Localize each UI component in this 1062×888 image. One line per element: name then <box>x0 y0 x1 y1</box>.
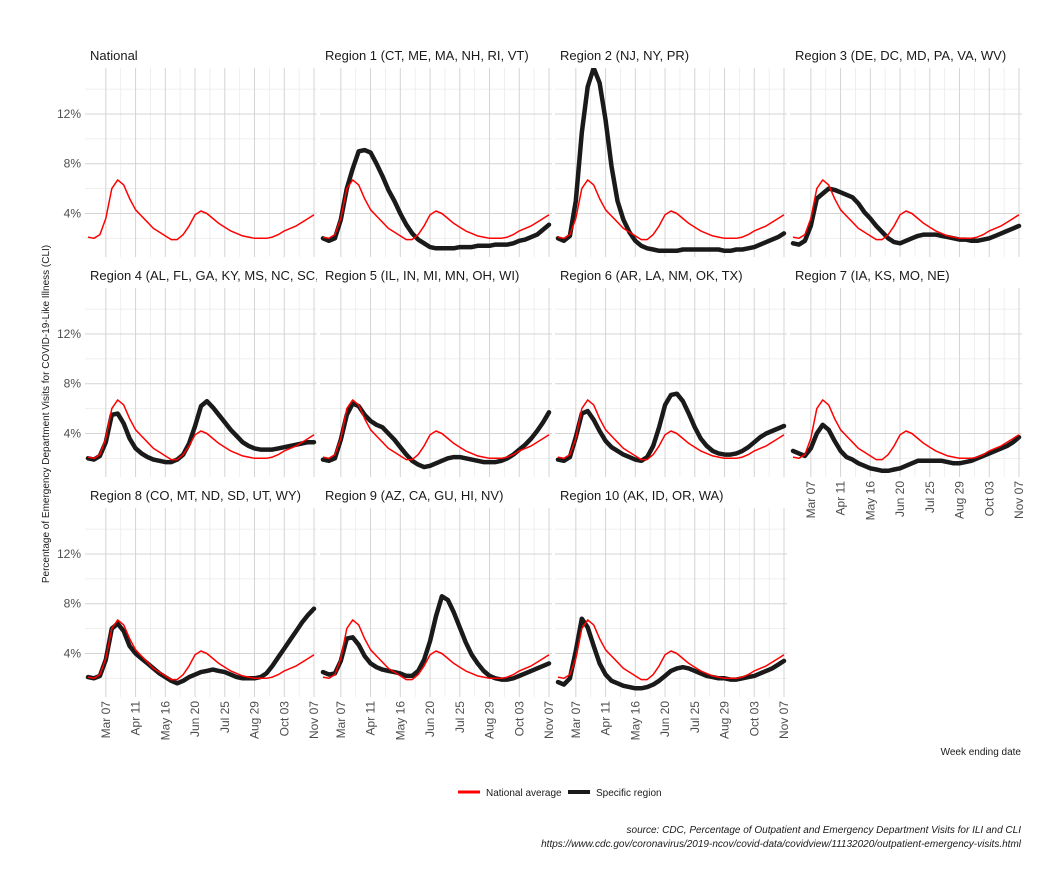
panel-3: Region 3 (DE, DC, MD, PA, VA, WV) <box>790 48 1022 257</box>
x-tick-label: Jun 20 <box>423 701 437 737</box>
x-tick-label: Jun 20 <box>188 701 202 737</box>
series-national-line <box>792 399 1020 461</box>
legend: National average Specific region <box>458 788 662 799</box>
series-national-line <box>322 619 550 681</box>
series-national-line <box>87 399 315 461</box>
x-tick-label: Apr 11 <box>129 701 143 736</box>
x-tick-label: Jun 20 <box>658 701 672 737</box>
x-tick-label: Jul 25 <box>453 701 467 733</box>
series-region-line <box>555 391 787 464</box>
panel-0: National 4% 8% 12% <box>57 48 317 257</box>
series-national-line <box>322 179 550 241</box>
panel-9: Region 9 (AZ, CA, GU, HI, NV) Mar 07 Apr 1… <box>320 488 556 740</box>
x-tick-label: Nov 07 <box>1012 481 1026 519</box>
series-national-line <box>792 179 1020 241</box>
x-tick-label: May 16 <box>863 481 877 521</box>
x-tick-label: Apr 11 <box>364 701 378 736</box>
x-tick-label: Mar 07 <box>804 481 818 519</box>
series-region-line <box>320 401 552 470</box>
source-line-2: https://www.cdc.gov/coronavirus/2019-nco… <box>541 839 1022 850</box>
y-tick-label: 4% <box>64 426 82 440</box>
panels: National 4% 8% 12% Region 1 (CT, ME, MA, NH,… <box>57 48 1026 740</box>
y-tick-label: 4% <box>64 206 82 220</box>
series-region-line <box>555 616 787 691</box>
y-tick-label: 12% <box>57 547 81 561</box>
series-national-line <box>87 619 315 681</box>
facet-title: Region 3 (DE, DC, MD, PA, VA, WV) <box>795 48 1006 63</box>
x-tick-label: Mar 07 <box>99 701 113 739</box>
panel-2: Region 2 (NJ, NY, PR) <box>555 48 787 257</box>
facet-title: Region 8 (CO, MT, ND, SD, UT, WY) <box>90 488 301 503</box>
facet-title: Region 7 (IA, KS, MO, NE) <box>795 268 950 283</box>
series-region-line <box>790 186 1022 247</box>
series-national-line <box>322 399 550 461</box>
y-tick-label: 8% <box>64 157 82 171</box>
panel-5: Region 5 (IL, IN, MI, MN, OH, WI) <box>320 268 552 477</box>
x-tick-label: May 16 <box>158 701 172 741</box>
x-tick-label: Oct 03 <box>747 701 761 737</box>
panel-1: Region 1 (CT, ME, MA, NH, RI, VT) <box>320 48 552 257</box>
panel-4: Region 4 (AL, FL, GA, KY, MS, NC, SC, TN… <box>57 268 344 477</box>
x-tick-label: Aug 29 <box>718 701 732 739</box>
x-tick-label: Nov 07 <box>542 701 556 739</box>
x-tick-label: Aug 29 <box>483 701 497 739</box>
x-tick-label: Aug 29 <box>248 701 262 739</box>
x-tick-label: Mar 07 <box>334 701 348 739</box>
x-tick-label: May 16 <box>628 701 642 741</box>
facet-title: Region 2 (NJ, NY, PR) <box>560 48 689 63</box>
facet-title: Region 1 (CT, ME, MA, NH, RI, VT) <box>325 48 529 63</box>
facet-title: Region 9 (AZ, CA, GU, HI, NV) <box>325 488 503 503</box>
y-tick-label: 12% <box>57 107 81 121</box>
series-national-line <box>557 399 785 461</box>
x-tick-label: Nov 07 <box>777 701 791 739</box>
series-region-line <box>320 147 552 251</box>
x-tick-label: Apr 11 <box>599 701 613 736</box>
source-line-1: source: CDC, Percentage of Outpatient an… <box>627 825 1022 836</box>
facet-title: Region 10 (AK, ID, OR, WA) <box>560 488 724 503</box>
x-tick-label: Jul 25 <box>218 701 232 733</box>
series-region-line <box>555 68 787 254</box>
panel-6: Region 6 (AR, LA, NM, OK, TX) <box>555 268 787 477</box>
x-tick-label: Oct 03 <box>982 481 996 517</box>
facet-title: National <box>90 48 138 63</box>
series-region-line <box>320 594 552 682</box>
panel-7: Region 7 (IA, KS, MO, NE) Mar 07 Apr 11 May… <box>790 268 1026 520</box>
x-tick-label: Nov 07 <box>307 701 321 739</box>
x-tick-label: Mar 07 <box>569 701 583 739</box>
series-region-line <box>85 606 317 686</box>
series-national-line <box>87 179 315 241</box>
x-tick-label: Jul 25 <box>688 701 702 733</box>
y-tick-label: 8% <box>64 597 82 611</box>
facet-title: Region 4 (AL, FL, GA, KY, MS, NC, SC, TN… <box>90 268 344 283</box>
x-tick-label: Jul 25 <box>923 481 937 513</box>
y-tick-label: 12% <box>57 327 81 341</box>
x-tick-label: Oct 03 <box>512 701 526 737</box>
y-axis-label: Percentage of Emergency Department Visit… <box>41 245 52 583</box>
facet-title: Region 6 (AR, LA, NM, OK, TX) <box>560 268 743 283</box>
series-national-line <box>557 619 785 681</box>
x-tick-label: Apr 11 <box>834 481 848 516</box>
series-region-line <box>85 398 317 465</box>
legend-region-label: Specific region <box>596 788 662 799</box>
y-tick-label: 4% <box>64 646 82 660</box>
y-tick-label: 8% <box>64 377 82 391</box>
x-tick-label: May 16 <box>393 701 407 741</box>
x-tick-label: Aug 29 <box>953 481 967 519</box>
x-tick-label: Jun 20 <box>893 481 907 517</box>
series-national-line <box>557 179 785 241</box>
facet-title: Region 5 (IL, IN, MI, MN, OH, WI) <box>325 268 519 283</box>
legend-national-label: National average <box>486 788 562 799</box>
panel-8: Region 8 (CO, MT, ND, SD, UT, WY) 4% 8% 12%… <box>57 488 321 740</box>
x-axis-label: Week ending date <box>941 747 1022 758</box>
x-tick-label: Oct 03 <box>277 701 291 737</box>
panel-10: Region 10 (AK, ID, OR, WA) Mar 07 Apr 11 Ma… <box>555 488 791 740</box>
series-region-line <box>790 422 1022 474</box>
